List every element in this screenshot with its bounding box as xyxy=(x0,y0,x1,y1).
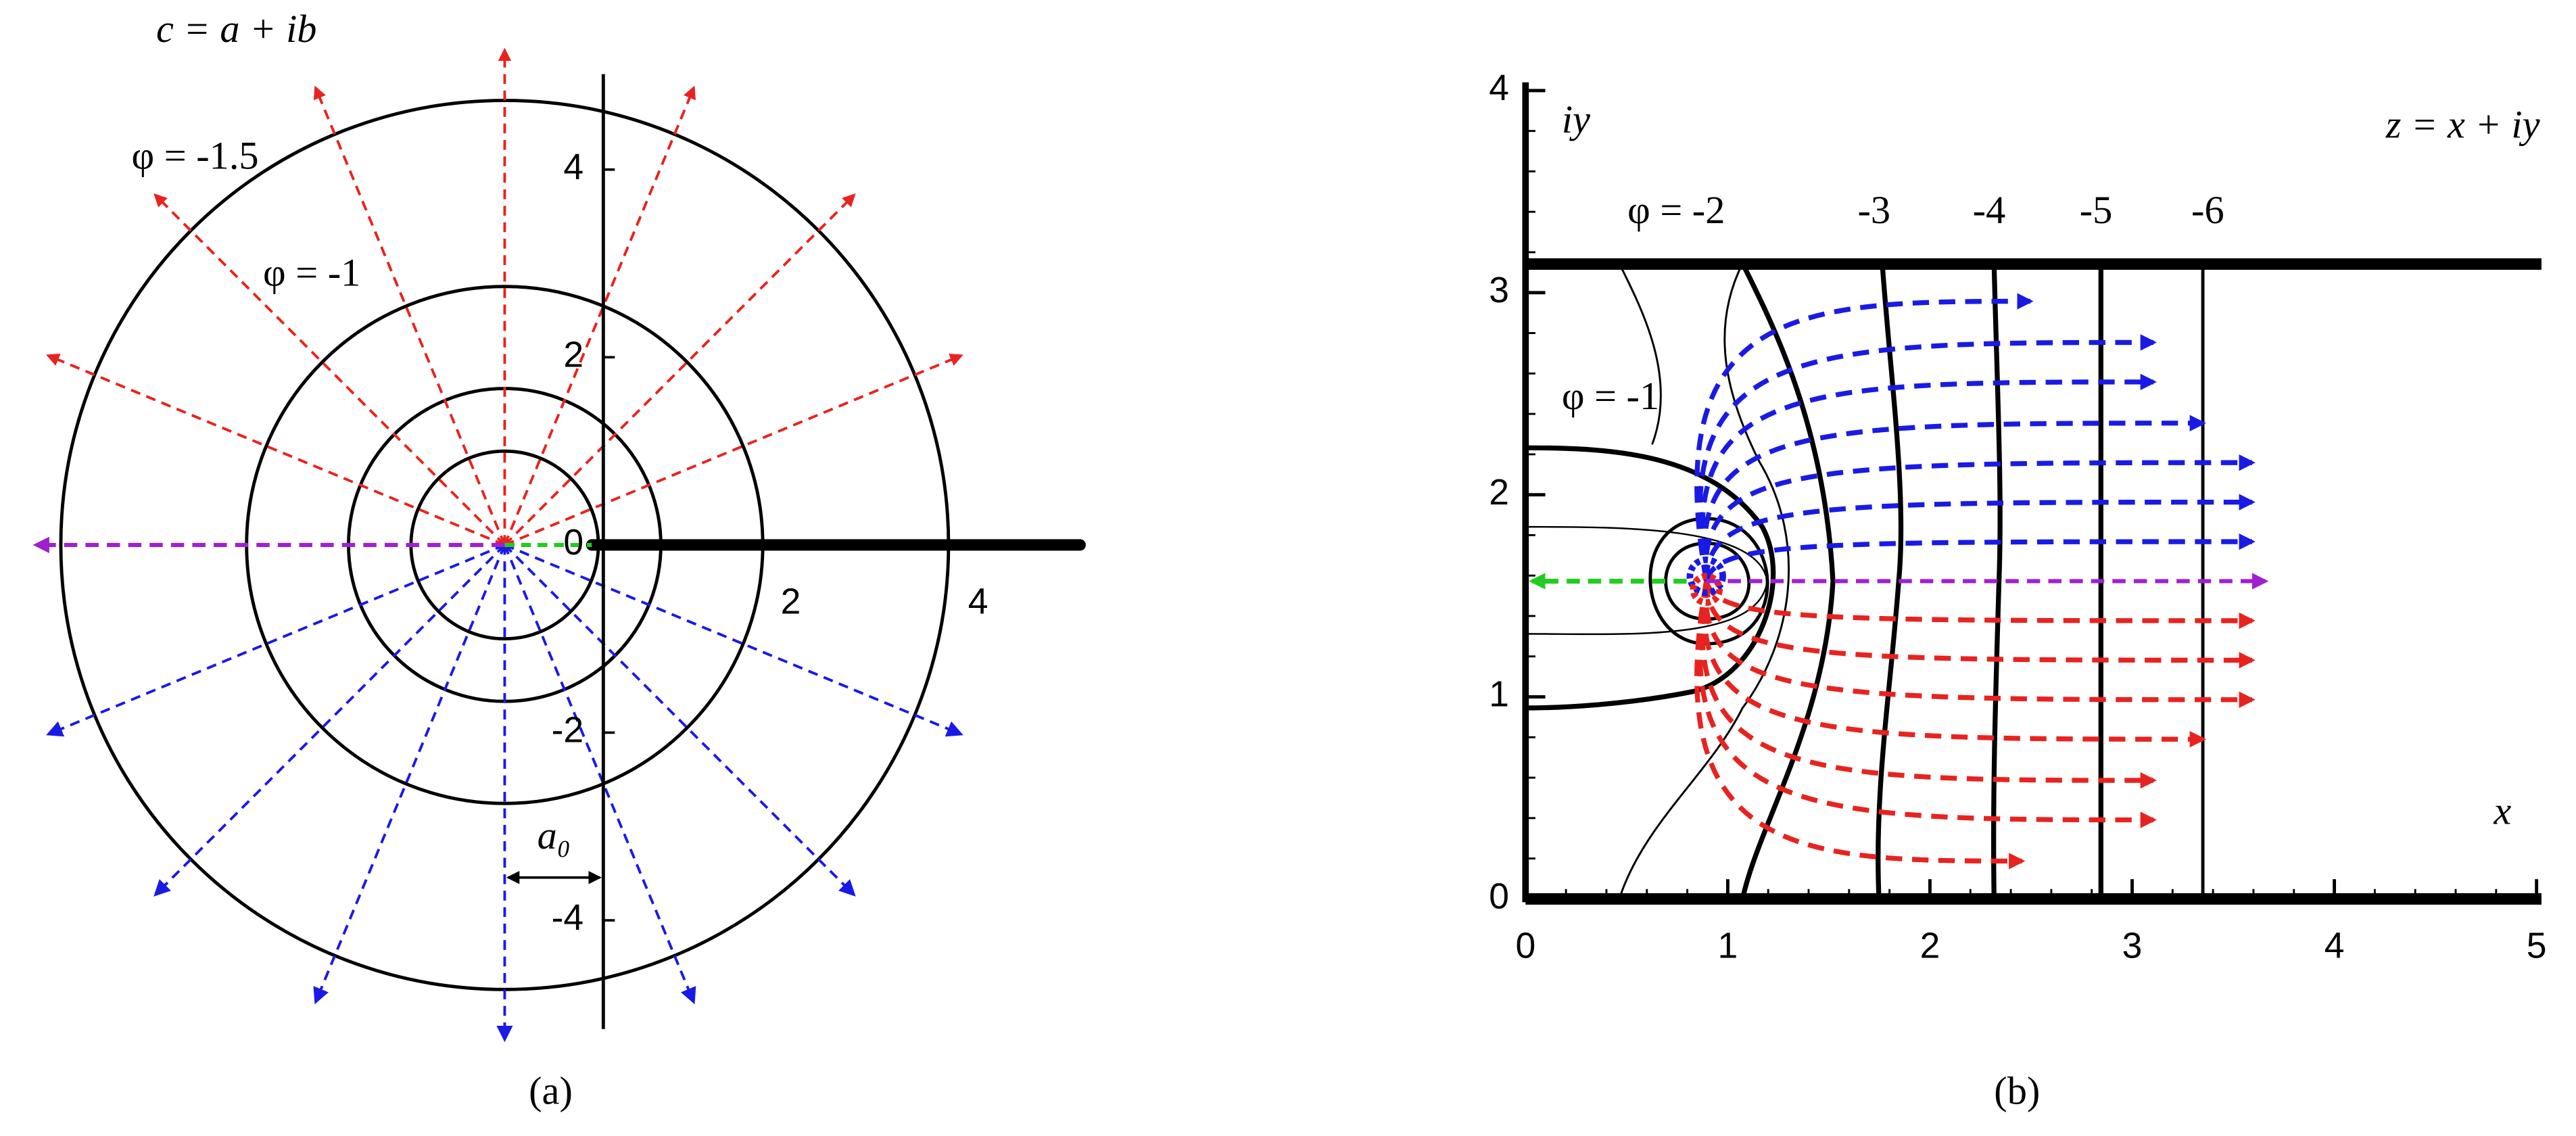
source-blue xyxy=(1686,556,1726,596)
y-tick-label: 2 xyxy=(563,335,583,375)
red-ray xyxy=(46,353,506,546)
blue-ray xyxy=(504,544,963,737)
red-streamline xyxy=(1700,580,2157,789)
red-streamline xyxy=(1704,581,2256,669)
contour-label: -4 xyxy=(1973,188,2006,232)
contour xyxy=(1990,263,2003,899)
x-tick-label: 2 xyxy=(781,582,801,622)
source-red xyxy=(1690,573,1723,606)
plane-label: z = x + iy xyxy=(2385,102,2540,146)
red-streamline xyxy=(1702,581,2206,748)
y-tick-label: 0 xyxy=(1489,877,1509,917)
red-streamline xyxy=(1697,580,2157,828)
y-axis-label: iy xyxy=(1562,97,1590,141)
blue-streamline xyxy=(1700,373,2157,582)
x-tick-label: 0 xyxy=(1515,926,1535,966)
y-tick-label: -4 xyxy=(552,898,584,938)
panel-label: (b) xyxy=(1994,1069,2040,1113)
red-ray xyxy=(504,193,856,546)
blue-streamline xyxy=(1703,454,2256,582)
y-tick-label: 0 xyxy=(563,523,583,563)
x-tick-label: 2 xyxy=(1920,926,1940,966)
x-tick-label: 4 xyxy=(968,582,988,622)
panel-a: 4 2 0 -2 -4 2 4 a₀ c = a + ib φ = -1.5 φ = -1 (a) xyxy=(32,7,1086,1113)
contour-label: -5 xyxy=(2080,188,2113,232)
red-streamline xyxy=(1694,580,2026,870)
red-streamline xyxy=(1704,580,2256,630)
x-axis-label: x xyxy=(2493,789,2511,833)
blue-streamline xyxy=(1694,293,2034,582)
x-tick-label: 5 xyxy=(2527,926,2547,966)
panel-b: 0 1 2 3 4 0 1 2 3 4 5 iy z = x + iy x φ = -2 -3 -4 -5 -6 φ … xyxy=(1489,68,2546,1113)
red-ray xyxy=(503,85,696,546)
contour-label: -3 xyxy=(1857,188,1890,232)
blue-streamline xyxy=(1704,533,2256,582)
red-ray xyxy=(153,193,506,546)
y-tick-label: 4 xyxy=(1489,68,1509,108)
contour-label: φ = -1.5 xyxy=(132,134,259,178)
contour-label: -6 xyxy=(2191,188,2224,232)
blue-ray xyxy=(503,544,696,1005)
contour-label: φ = -1 xyxy=(1562,374,1659,418)
x-tick-label: 4 xyxy=(2324,926,2345,966)
y-tick-label: -2 xyxy=(552,711,584,751)
x-tick-label: 3 xyxy=(2122,926,2143,966)
blue-streamline xyxy=(1704,494,2256,582)
contour-label: φ = -2 xyxy=(1627,188,1725,232)
offset-label: a₀ xyxy=(538,813,571,857)
y-tick-label: 2 xyxy=(1489,473,1509,513)
contour-label: φ = -1 xyxy=(263,250,360,294)
contour xyxy=(1740,262,1836,900)
red-ray xyxy=(504,353,963,546)
blue-streamline xyxy=(1697,334,2157,582)
y-tick-label: 3 xyxy=(1489,270,1509,310)
red-ray xyxy=(313,85,506,546)
y-tick-label: 4 xyxy=(563,147,583,187)
x-tick-label: 1 xyxy=(1718,926,1738,966)
blue-ray xyxy=(313,544,506,1005)
y-tick-label: 1 xyxy=(1489,675,1509,715)
panel-label: (a) xyxy=(529,1069,573,1113)
red-streamline xyxy=(1703,581,2256,708)
blue-ray xyxy=(46,544,506,737)
contour xyxy=(1618,262,1662,445)
contour xyxy=(1525,445,1776,711)
plane-label: c = a + ib xyxy=(156,7,317,51)
blue-streamline xyxy=(1702,415,2206,582)
blue-ray xyxy=(153,544,506,897)
